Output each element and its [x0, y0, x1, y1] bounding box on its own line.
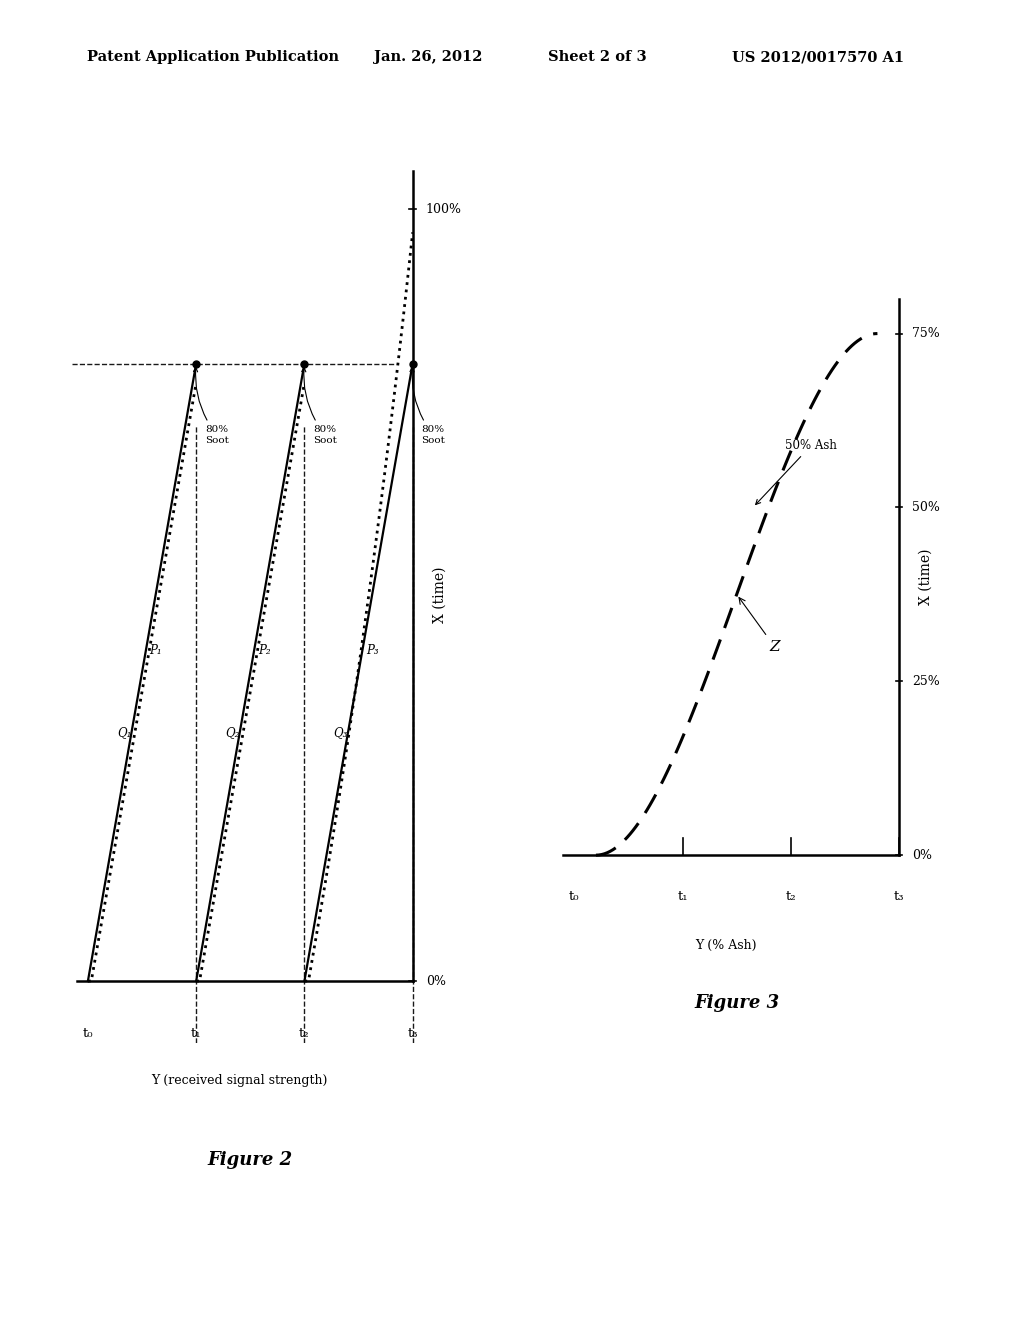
- Text: P₃: P₃: [367, 644, 379, 657]
- Text: 50%: 50%: [912, 500, 940, 513]
- Text: 80%
Soot: 80% Soot: [410, 367, 445, 445]
- Text: t₃: t₃: [894, 890, 904, 903]
- Text: Figure 3: Figure 3: [694, 994, 779, 1012]
- Text: Q₂: Q₂: [225, 726, 240, 739]
- Text: 75%: 75%: [912, 327, 940, 341]
- Text: 80%
Soot: 80% Soot: [302, 367, 337, 445]
- Text: X (time): X (time): [433, 566, 446, 623]
- Text: Patent Application Publication: Patent Application Publication: [87, 50, 339, 65]
- Text: Y (received signal strength): Y (received signal strength): [152, 1073, 328, 1086]
- Text: X (time): X (time): [920, 549, 933, 605]
- Text: Y (% Ash): Y (% Ash): [695, 939, 757, 952]
- Text: P₂: P₂: [258, 644, 270, 657]
- Text: t₁: t₁: [677, 890, 688, 903]
- Text: 100%: 100%: [426, 203, 462, 215]
- Text: 0%: 0%: [426, 974, 445, 987]
- Text: Sheet 2 of 3: Sheet 2 of 3: [548, 50, 646, 65]
- Text: 80%
Soot: 80% Soot: [194, 367, 228, 445]
- Text: Jan. 26, 2012: Jan. 26, 2012: [374, 50, 482, 65]
- Text: Figure 2: Figure 2: [208, 1151, 293, 1170]
- Text: t₂: t₂: [785, 890, 796, 903]
- Text: P₁: P₁: [150, 644, 162, 657]
- Text: Q₃: Q₃: [334, 726, 348, 739]
- Text: t₁: t₁: [190, 1027, 202, 1040]
- Text: t₃: t₃: [408, 1027, 418, 1040]
- Text: t₀: t₀: [569, 890, 580, 903]
- Text: 0%: 0%: [912, 849, 932, 862]
- Text: t₂: t₂: [299, 1027, 309, 1040]
- Text: 50% Ash: 50% Ash: [756, 438, 838, 504]
- Text: US 2012/0017570 A1: US 2012/0017570 A1: [732, 50, 904, 65]
- Text: t₀: t₀: [83, 1027, 93, 1040]
- Text: 25%: 25%: [912, 675, 940, 688]
- Text: Z: Z: [739, 598, 780, 653]
- Text: Q₁: Q₁: [117, 726, 131, 739]
